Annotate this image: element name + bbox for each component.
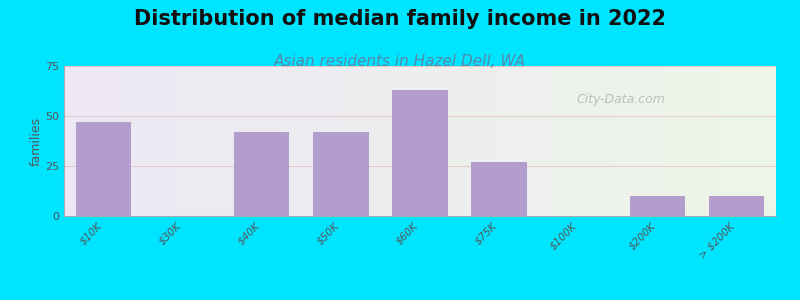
Bar (392, 90, 448, 216)
Text: City-Data.com: City-Data.com (577, 92, 666, 106)
Text: Distribution of median family income in 2022: Distribution of median family income in … (134, 9, 666, 29)
Bar (234, 132, 290, 216)
Text: Asian residents in Hazel Dell, WA: Asian residents in Hazel Dell, WA (274, 54, 526, 69)
Bar (313, 132, 369, 216)
Bar (76, 122, 131, 216)
Bar (709, 196, 764, 216)
Bar (630, 196, 685, 216)
Y-axis label: families: families (30, 116, 42, 166)
Bar (471, 162, 526, 216)
